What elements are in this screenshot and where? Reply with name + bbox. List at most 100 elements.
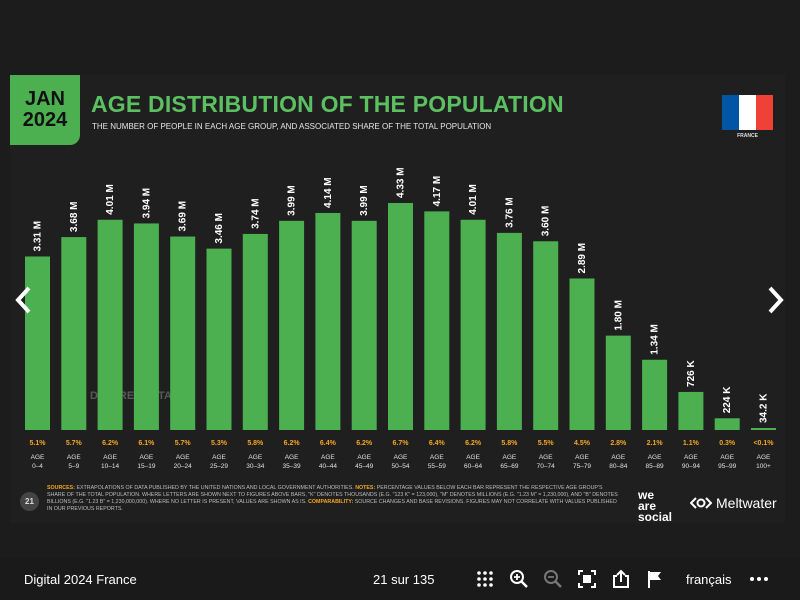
brand-meltwater: Meltwater — [716, 495, 777, 511]
share-icon — [613, 569, 629, 588]
category-range-11: 55–59 — [428, 463, 446, 470]
zoom-out-icon — [544, 570, 562, 588]
brand-social: social — [638, 510, 673, 524]
share-label-12: 6.2% — [465, 440, 482, 447]
date-year: 2024 — [22, 109, 68, 131]
category-range-13: 65–69 — [500, 463, 518, 470]
value-label-18: 726 K — [686, 359, 697, 386]
category-label-8: AGE — [321, 454, 335, 461]
value-label-17: 1.34 M — [650, 324, 661, 355]
sources-note: SOURCES: EXTRAPOLATIONS OF DATA PUBLISHE… — [47, 485, 622, 513]
category-label-19: AGE — [720, 454, 734, 461]
bar-8 — [315, 212, 341, 430]
category-range-1: 5–9 — [68, 463, 79, 470]
bar-15 — [569, 278, 595, 430]
share-label-9: 6.2% — [356, 440, 373, 447]
value-label-8: 4.14 M — [323, 177, 334, 208]
value-label-15: 2.89 M — [577, 243, 588, 274]
category-label-20: AGE — [757, 454, 771, 461]
slide-subtitle: THE NUMBER OF PEOPLE IN EACH AGE GROUP, … — [92, 122, 492, 131]
bar-11 — [424, 211, 450, 430]
category-label-13: AGE — [503, 454, 517, 461]
flag-icon — [648, 571, 661, 588]
zoom-in-button[interactable] — [508, 568, 530, 590]
category-range-2: 10–14 — [101, 463, 119, 470]
sources-label: SOURCES: — [47, 485, 75, 491]
chevron-right-icon — [768, 286, 784, 314]
fullscreen-icon — [578, 570, 596, 588]
chevron-left-icon — [15, 286, 31, 314]
grid-view-button[interactable] — [474, 568, 496, 590]
country-label: FRANCE — [737, 133, 758, 139]
category-range-10: 50–54 — [391, 463, 409, 470]
bar-3 — [133, 223, 159, 430]
category-range-15: 75–79 — [573, 463, 591, 470]
zoom-in-icon — [510, 570, 528, 588]
share-label-11: 6.4% — [429, 440, 446, 447]
category-range-17: 85–89 — [646, 463, 664, 470]
category-label-10: AGE — [394, 454, 408, 461]
bar-10 — [388, 203, 413, 430]
language-selector[interactable]: français — [686, 572, 732, 587]
bar-13 — [496, 232, 522, 430]
next-slide-button[interactable] — [763, 285, 787, 315]
category-label-12: AGE — [466, 454, 480, 461]
category-range-6: 30–34 — [246, 463, 264, 470]
value-label-11: 4.17 M — [432, 176, 443, 207]
share-label-15: 4.5% — [574, 440, 591, 447]
bar-18 — [678, 391, 704, 430]
share-label-14: 5.5% — [538, 440, 555, 447]
bar-7 — [279, 220, 305, 430]
report-button[interactable] — [644, 568, 666, 590]
meltwater-mark-icon — [690, 497, 712, 509]
viewer-toolbar: Digital 2024 France 21 sur 135 — [0, 558, 800, 600]
value-label-20: 34.2 K — [759, 393, 770, 423]
category-range-5: 25–29 — [210, 463, 228, 470]
slide-title: AGE DISTRIBUTION OF THE POPULATION — [91, 91, 564, 117]
category-label-16: AGE — [611, 454, 625, 461]
value-label-6: 3.74 M — [250, 198, 261, 229]
category-label-15: AGE — [575, 454, 589, 461]
share-label-16: 2.8% — [610, 440, 627, 447]
share-button[interactable] — [610, 568, 632, 590]
category-range-20: 100+ — [756, 463, 771, 470]
bar-2 — [97, 219, 123, 430]
value-label-12: 4.01 M — [468, 184, 479, 215]
share-label-18: 1.1% — [683, 440, 700, 447]
zoom-out-button[interactable] — [542, 568, 564, 590]
value-label-1: 3.68 M — [69, 201, 80, 232]
we-are-social-logo: we are social — [638, 489, 673, 524]
category-label-7: AGE — [285, 454, 299, 461]
category-range-8: 40–44 — [319, 463, 337, 470]
brand-are: are — [638, 499, 657, 513]
category-label-9: AGE — [357, 454, 371, 461]
slide: JAN 2024 AGE DISTRIBUTION OF THE POPULAT… — [10, 75, 785, 523]
comparability-text: SOURCE CHANGES AND BASE REVISIONS. FIGUR… — [47, 499, 617, 512]
page-indicator: 21 sur 135 — [373, 572, 435, 587]
previous-slide-button[interactable] — [12, 285, 36, 315]
grid-icon — [477, 571, 493, 587]
notes-label: NOTES: — [355, 485, 376, 491]
category-label-3: AGE — [140, 454, 154, 461]
comparability-label: COMPARABILITY: — [308, 499, 354, 505]
bar-0 — [25, 256, 50, 430]
category-range-3: 15–19 — [137, 463, 155, 470]
category-label-1: AGE — [67, 454, 81, 461]
slide-page-number: 21 — [20, 492, 39, 511]
value-label-2: 4.01 M — [105, 184, 116, 215]
category-label-0: AGE — [31, 454, 45, 461]
bar-5 — [206, 248, 232, 430]
bar-9 — [351, 220, 377, 430]
category-range-0: 0–4 — [32, 463, 43, 470]
share-label-19: 0.3% — [719, 440, 736, 447]
more-options-button[interactable] — [748, 568, 770, 590]
fullscreen-button[interactable] — [576, 568, 598, 590]
bar-20 — [751, 428, 776, 430]
value-label-13: 3.76 M — [504, 197, 515, 228]
category-range-16: 80–84 — [609, 463, 627, 470]
bar-14 — [533, 241, 559, 430]
category-range-9: 45–49 — [355, 463, 373, 470]
bar-6 — [242, 233, 268, 430]
share-label-3: 6.1% — [138, 440, 155, 447]
